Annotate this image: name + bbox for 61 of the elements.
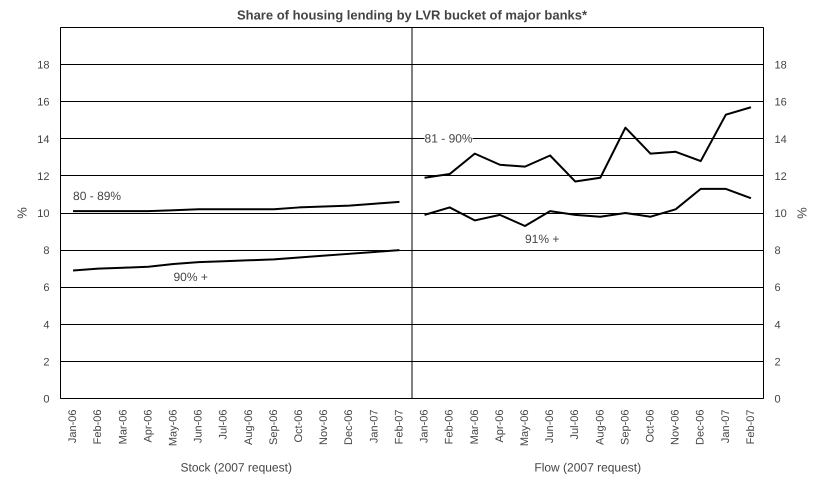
x-tick-label: Jul-06	[569, 409, 582, 440]
y2-tick-label: 16	[774, 96, 787, 109]
x-tick-label: Oct-06	[293, 409, 306, 443]
x-tick-label: Oct-06	[644, 409, 657, 443]
text: Flow (2007 request)	[534, 460, 642, 474]
x-tick-label: Jan-06	[67, 409, 80, 444]
x-tick-label: Jun-06	[544, 409, 556, 444]
y-tick-label: 6	[43, 282, 50, 294]
y-tick-label: 2	[43, 356, 50, 368]
line-series	[72, 249, 400, 272]
x-tick-label: Nov-06	[318, 409, 330, 445]
x-tick-label: May-06	[518, 409, 531, 446]
x-tick-label: Mar-06	[117, 410, 130, 444]
chart-title: Share of housing lending by LVR bucket of major banks*	[236, 8, 588, 22]
line-series	[72, 200, 400, 212]
x-tick-label: Nov-06	[670, 409, 682, 445]
y2-tick-label: 8	[774, 245, 781, 258]
x-tick-label: Sep-06	[268, 409, 280, 445]
y-tick-label: 10	[37, 208, 50, 220]
y2-axis-title: %	[794, 207, 810, 220]
x-tick-label: Apr-06	[142, 409, 154, 443]
x-tick-label: Sep-06	[619, 409, 632, 445]
x-tick-label: Aug-06	[594, 409, 606, 445]
y-tick-label: 18	[37, 60, 50, 72]
y-tick-label: 0	[43, 394, 50, 406]
x-tick-label: Jul-06	[218, 409, 230, 440]
y2-tick-label: 0	[774, 394, 781, 406]
text: Stock (2007 request)	[180, 460, 292, 474]
line-series	[424, 188, 752, 227]
x-tick-label: Jun-06	[192, 409, 205, 444]
line-series	[424, 106, 752, 182]
x-tick-label: Aug-06	[242, 409, 255, 445]
series-label: 80 - 89%	[73, 189, 122, 204]
x-tick-label: Jan-07	[368, 409, 380, 444]
x-tick-label: Dec-06	[343, 409, 356, 445]
y2-tick-label: 14	[774, 134, 787, 146]
x-tick-label: Feb-07	[744, 409, 757, 444]
x-tick-label: Jan-06	[418, 409, 431, 444]
y2-tick-label: 2	[774, 356, 781, 368]
y2-tick-label: 4	[774, 319, 781, 332]
x-tick-label: Mar-06	[468, 410, 481, 444]
y-tick-label: 14	[37, 134, 50, 146]
series-label: 81 - 90%	[424, 132, 473, 146]
series-label: 91% +	[524, 232, 560, 246]
y2-tick-label: 18	[774, 60, 787, 72]
y-tick-label: 4	[43, 319, 50, 332]
x-tick-label: Feb-06	[444, 409, 456, 444]
x-tick-label: Apr-06	[494, 409, 506, 443]
x-tick-label: Jan-07	[720, 409, 732, 444]
x-tick-label: Feb-06	[92, 409, 104, 444]
y-tick-label: 8	[43, 245, 50, 258]
y-axis-title: %	[14, 206, 30, 219]
y2-tick-label: 10	[774, 208, 787, 220]
y-tick-label: 16	[37, 96, 50, 109]
y2-tick-label: 12	[774, 170, 787, 183]
y-tick-label: 12	[37, 170, 50, 183]
y2-tick-label: 6	[774, 282, 781, 294]
x-tick-label: Feb-07	[393, 409, 406, 444]
x-tick-label: Dec-06	[694, 409, 707, 445]
x-tick-label: May-06	[167, 409, 180, 446]
series-label: 90% +	[173, 270, 208, 284]
